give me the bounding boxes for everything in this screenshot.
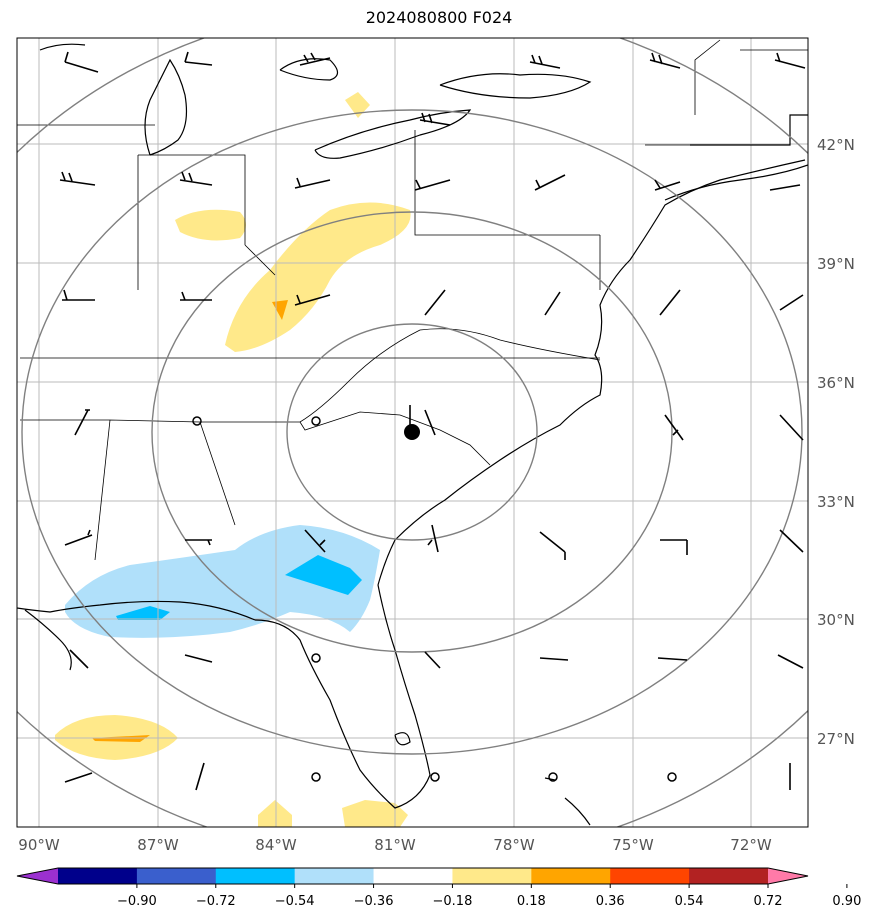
fill-yellow-kentucky bbox=[225, 202, 411, 352]
colorbar-tick-label: 0.90 bbox=[832, 894, 861, 909]
colorbar-swatch bbox=[373, 868, 453, 884]
colorbar-swatch bbox=[58, 868, 138, 884]
colorbar-tick-label: 0.18 bbox=[517, 894, 546, 909]
calm-markers bbox=[192, 416, 677, 782]
center-marker bbox=[404, 424, 420, 440]
anomaly-fills bbox=[55, 92, 411, 827]
colorbar-tick-label: 0.54 bbox=[675, 894, 704, 909]
range-rings bbox=[17, 38, 808, 827]
lat-label: 27°N bbox=[817, 730, 855, 748]
colorbar-swatch bbox=[689, 868, 769, 884]
colorbar-swatch bbox=[294, 868, 375, 884]
colorbar-swatch bbox=[215, 868, 296, 884]
colorbar-extend-max bbox=[768, 868, 808, 884]
lat-label: 33°N bbox=[817, 493, 855, 511]
lon-label: 84°W bbox=[255, 836, 297, 854]
colorbar-tick-label: −0.90 bbox=[117, 894, 157, 909]
colorbar-swatch bbox=[531, 868, 611, 884]
map-title: 2024080800 F024 bbox=[365, 8, 513, 27]
fill-blue-gulf bbox=[116, 606, 170, 620]
colorbar-swatch bbox=[136, 868, 217, 884]
fill-blue-georgia bbox=[285, 555, 362, 595]
wind-barbs bbox=[59, 51, 806, 791]
lat-label: 42°N bbox=[817, 136, 855, 154]
fill-yellow-s-fl bbox=[258, 800, 292, 827]
boundaries bbox=[17, 39, 808, 826]
colorbar-swatch bbox=[452, 868, 532, 884]
graticule bbox=[17, 38, 808, 827]
lat-label: 30°N bbox=[817, 611, 855, 629]
colorbar-tick-label: −0.72 bbox=[196, 894, 236, 909]
lon-label: 87°W bbox=[137, 836, 179, 854]
colorbar-tick-label: −0.36 bbox=[354, 894, 394, 909]
lon-label: 81°W bbox=[374, 836, 416, 854]
colorbar-tick-label: 0.36 bbox=[596, 894, 625, 909]
fill-yellow-keys bbox=[342, 800, 408, 827]
lat-label: 39°N bbox=[817, 255, 855, 273]
colorbar-tick-label: −0.18 bbox=[433, 894, 473, 909]
colorbar: −0.90 −0.72 −0.54 −0.36 −0.18 0.18 0.36 0.54 0.7… bbox=[16, 867, 861, 909]
lon-label: 78°W bbox=[493, 836, 535, 854]
lat-labels: 42°N 39°N 36°N 33°N 30°N 27°N bbox=[817, 136, 855, 748]
colorbar-tick-label: 0.72 bbox=[754, 894, 783, 909]
colorbar-tick-label: −0.54 bbox=[275, 894, 315, 909]
colorbar-extend-min bbox=[17, 868, 58, 884]
fill-yellow-michigan bbox=[345, 92, 370, 118]
lon-label: 72°W bbox=[730, 836, 772, 854]
colorbar-swatch bbox=[610, 868, 690, 884]
lon-label: 75°W bbox=[612, 836, 654, 854]
colorbar-outline bbox=[16, 867, 809, 885]
lon-label: 90°W bbox=[18, 836, 60, 854]
lat-label: 36°N bbox=[817, 374, 855, 392]
fill-yellow-indiana bbox=[175, 209, 246, 241]
lon-labels: 90°W 87°W 84°W 81°W 78°W 75°W 72°W bbox=[18, 836, 772, 854]
map-frame bbox=[16, 37, 809, 828]
